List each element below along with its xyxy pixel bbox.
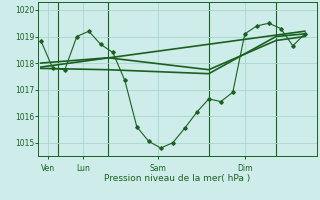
X-axis label: Pression niveau de la mer( hPa ): Pression niveau de la mer( hPa )	[104, 174, 251, 183]
